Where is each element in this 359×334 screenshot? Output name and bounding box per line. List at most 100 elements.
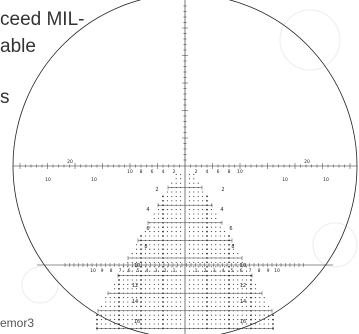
tree-dot xyxy=(224,292,226,294)
tree-dot xyxy=(158,270,160,272)
tree-dot xyxy=(210,301,212,303)
tree-dot xyxy=(197,239,199,241)
tree-dot xyxy=(136,319,138,321)
tree-dot xyxy=(131,261,133,263)
tree-dot xyxy=(166,204,168,206)
tree-dot xyxy=(232,327,234,329)
tree-dot xyxy=(206,283,208,286)
tree-dot xyxy=(122,310,124,312)
tree-row-label-right: 12 xyxy=(240,283,246,289)
tree-dot xyxy=(118,318,120,321)
tree-dot xyxy=(224,279,226,281)
tree-dot xyxy=(175,182,177,184)
tree-dot xyxy=(197,270,199,272)
tree-dot xyxy=(215,235,217,237)
tree-dot xyxy=(206,305,208,308)
tree-dot xyxy=(210,253,212,255)
tree-dot xyxy=(175,323,177,325)
tree-dot xyxy=(114,283,116,285)
tree-dot xyxy=(175,261,177,263)
lower-scale-label: 7 xyxy=(249,268,252,274)
tree-dot xyxy=(109,327,111,329)
tree-dot xyxy=(188,288,190,290)
tree-dot xyxy=(193,191,195,193)
tree-row-label-left: 8 xyxy=(144,244,147,250)
tree-dot xyxy=(131,314,133,316)
tree-dot xyxy=(122,301,124,303)
tree-dot xyxy=(224,301,226,303)
tree-dot xyxy=(144,283,146,285)
tree-dot xyxy=(206,327,208,330)
tree-dot xyxy=(219,257,221,259)
tree-dot xyxy=(206,252,208,255)
tree-dot xyxy=(202,305,204,307)
tree-dot xyxy=(136,297,138,299)
far-right-label: 10 xyxy=(323,177,329,183)
tree-dot xyxy=(153,248,155,250)
tree-dot xyxy=(153,222,155,224)
tree-dot xyxy=(206,287,208,290)
tree-dot xyxy=(215,226,217,228)
tree-dot xyxy=(122,275,124,277)
tree-dot xyxy=(109,314,111,316)
lower-scale-label: 9 xyxy=(101,268,104,274)
tree-row-label-right: 16 xyxy=(240,319,246,325)
tree-dot xyxy=(237,305,239,307)
tree-dot xyxy=(246,323,248,325)
tree-dot xyxy=(180,288,182,290)
tree-dot xyxy=(162,226,164,229)
tree-dot xyxy=(250,287,252,290)
upper-tick-label: 8 xyxy=(228,169,231,175)
tree-dot xyxy=(127,283,129,285)
tree-dot xyxy=(224,235,226,237)
tree-dot xyxy=(175,275,177,277)
tree-dot xyxy=(241,305,243,307)
tree-dot xyxy=(202,244,204,246)
tree-dot xyxy=(136,279,138,281)
tree-dot xyxy=(153,323,155,325)
tree-row-label-right: 10 xyxy=(240,263,246,269)
tree-dot xyxy=(158,235,160,237)
tree-dot xyxy=(144,275,146,277)
tree-dot xyxy=(162,221,164,224)
tree-dot xyxy=(188,266,190,268)
tree-dot xyxy=(215,297,217,299)
tree-dot xyxy=(193,187,195,189)
tree-dot xyxy=(118,309,120,312)
tree-dot xyxy=(237,279,239,281)
tree-dot xyxy=(219,297,221,299)
tree-dot xyxy=(171,257,173,259)
tree-dot xyxy=(158,310,160,312)
tree-dot xyxy=(175,253,177,255)
tree-dot xyxy=(193,182,195,184)
tree-dot xyxy=(114,305,116,307)
tree-dot xyxy=(241,314,243,316)
tree-dot xyxy=(193,231,195,233)
tree-dot xyxy=(171,231,173,233)
lower-scale-label: 4 xyxy=(222,268,225,274)
tree-dot xyxy=(166,310,168,312)
tree-dot xyxy=(202,283,204,285)
tree-dot xyxy=(175,226,177,228)
tree-dot xyxy=(202,292,204,294)
tree-dot xyxy=(171,305,173,307)
tree-dot xyxy=(241,297,243,299)
tree-dot xyxy=(158,253,160,255)
tree-dot xyxy=(144,253,146,255)
tree-dot xyxy=(232,288,234,290)
tree-dot xyxy=(272,314,274,317)
tree-dot xyxy=(175,292,177,294)
tree-dot xyxy=(219,266,221,268)
tree-dot xyxy=(122,283,124,285)
tree-dot xyxy=(105,305,107,307)
tree-dot xyxy=(215,292,217,294)
tree-dot xyxy=(263,297,265,299)
tree-dot xyxy=(180,204,182,206)
tree-dot xyxy=(122,279,124,281)
tree-dot xyxy=(193,217,195,219)
tree-dot xyxy=(215,222,217,224)
tree-dot xyxy=(250,309,252,312)
tree-dot xyxy=(136,253,138,255)
tree-row-label-left: 14 xyxy=(132,299,138,305)
tree-dot xyxy=(171,248,173,250)
